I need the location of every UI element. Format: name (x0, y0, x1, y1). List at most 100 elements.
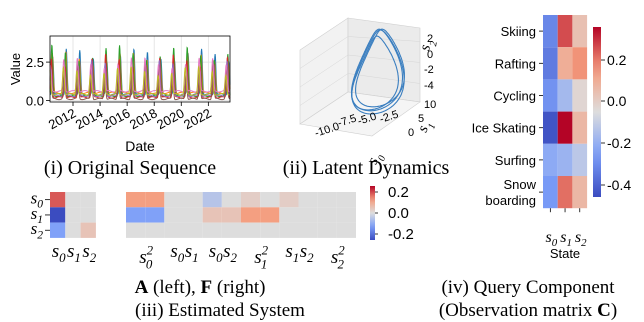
p2-ztick-label: -4 (424, 80, 434, 92)
p2-gridline (347, 54, 421, 63)
p4-cell (543, 79, 558, 112)
p4-cell (543, 176, 558, 209)
p2-trajectory-loop (355, 28, 405, 108)
p3-A-cell (50, 192, 66, 208)
p3-F-col-label: s0 s1 (170, 241, 198, 265)
p1-series-line (49, 56, 231, 93)
p1-series-line (49, 64, 231, 96)
p4-col-labels: s0 s1 s2 (546, 208, 587, 249)
p4-row-label: Ice Skating (472, 121, 536, 136)
p3-F-cell (202, 192, 222, 208)
p4-cell (572, 176, 588, 209)
p2-ytick-label: 10 (424, 99, 436, 111)
p3-F-cell (317, 192, 337, 208)
p4-colorbar-label: 0.2 (607, 52, 627, 68)
p4-row-label: Snow boarding (485, 177, 536, 208)
p1-yticks: 0.0 2.5 (26, 55, 50, 108)
p3-F-cell (183, 207, 203, 223)
p3-F-cell (221, 192, 241, 208)
p4-colorbar-label: 0.0 (607, 93, 627, 109)
p2-xtick-label: -5.0 (356, 111, 378, 128)
p3-F-cell (202, 222, 222, 238)
p4-colorbar-gradient (593, 27, 601, 197)
p3-F-cell (317, 207, 337, 223)
p4-xlabel: State (550, 246, 580, 261)
p4-cell (557, 79, 573, 112)
p4-cell (572, 15, 588, 48)
p3-A-cell (65, 207, 81, 223)
p4-col-label: s1 (560, 229, 572, 249)
p4-col-label: s2 (575, 229, 587, 249)
p3-F-cell (336, 222, 356, 238)
p3-F-col-label: s1 s2 (285, 241, 314, 265)
p3-colorbar-label: 0.0 (388, 205, 409, 222)
p3-row-label: s0 (31, 188, 44, 210)
p3-F-cell (202, 207, 222, 223)
p3-A-cell (80, 222, 96, 238)
p4-cell (557, 47, 573, 80)
p2-xtick-label: -7.5 (336, 113, 358, 130)
p3-F-col-label: s2 2 (331, 242, 345, 271)
p4-cell (557, 176, 573, 209)
p3-F-cell (279, 207, 299, 223)
p3-F-cell (145, 222, 165, 238)
p3-col-labels: s0 s1 s2 s2 0 s0 s1 s0 s2 s2 1 s1 s2 s2 2 (52, 241, 346, 272)
p3-row-labels: s0 s1 s2 (31, 188, 50, 241)
p3-F-cell (260, 222, 280, 238)
p1-caption: (i) Original Sequence (44, 157, 216, 179)
p3-F-cell (336, 207, 356, 223)
p3-row-label: s1 (31, 204, 43, 226)
p3-F-cell (221, 222, 241, 238)
p3-A-heatmap (50, 192, 96, 238)
p3-F-cell (279, 192, 299, 208)
p3-A-col-label: s0 (52, 241, 66, 265)
p3-A-cell (50, 207, 66, 223)
p2-floor-pane (299, 91, 421, 137)
p3-colorbar: 0.2 0.0 -0.2 (370, 184, 414, 243)
p4-col-label: s0 (546, 229, 558, 249)
p4-cell (543, 47, 558, 80)
p3-row-label: s2 (31, 219, 44, 241)
p4-cell (557, 111, 573, 144)
p3-A-cell (50, 222, 66, 238)
p3-F-heatmap (126, 192, 356, 238)
p4-row-labels: Skiing Rafting Cycling Ice Skating Surfing Sn… (472, 24, 543, 208)
p4-cell (543, 111, 558, 144)
p3-colorbar-label: -0.2 (388, 226, 414, 243)
p2-xtick-label: -2.5 (378, 109, 400, 126)
p3-F-col-label: s2 0 (139, 242, 153, 271)
p1-ytick-label: 0.0 (26, 93, 44, 108)
p4-colorbar: 0.2 0.0 -0.2 -0.4 (593, 27, 631, 197)
p3-caption-line2: (iii) Estimated System (135, 300, 305, 321)
p2-zlabel: s2 (417, 39, 439, 53)
p2-trajectory-loop (351, 29, 405, 115)
p3-colorbar-label: 0.2 (388, 184, 409, 201)
p3-F-cell (298, 192, 318, 208)
p4-cell (543, 15, 558, 48)
p3-F-cell (298, 207, 318, 223)
p3-F-cell (336, 192, 356, 208)
p3-F-cell (183, 222, 203, 238)
p3-F-cell (260, 192, 280, 208)
p3-A-col-label: s2 (82, 241, 96, 265)
p3-F-cell (241, 222, 261, 238)
p4-row-label: Surfing (495, 153, 536, 168)
p3-A-cell (80, 192, 96, 208)
p2-gridline (299, 73, 349, 106)
p1-xlabel: Date (125, 138, 155, 154)
p3-F-cell (164, 207, 184, 223)
p4-colorbar-label: -0.2 (607, 135, 631, 151)
p3-F-cell (126, 192, 146, 208)
p1-ytick-label: 2.5 (26, 55, 44, 70)
p3-F-cell (260, 207, 280, 223)
p3-A-col-label: s1 (67, 241, 81, 265)
p2-ytick-label: 0 (408, 127, 414, 139)
p4-heatmap (543, 15, 588, 209)
p3-A-cell (65, 192, 81, 208)
p3-colorbar-gradient (370, 186, 375, 240)
p4-caption-line1: (iv) Query Component (441, 277, 615, 298)
p2-ztick-label: -2 (424, 64, 434, 76)
